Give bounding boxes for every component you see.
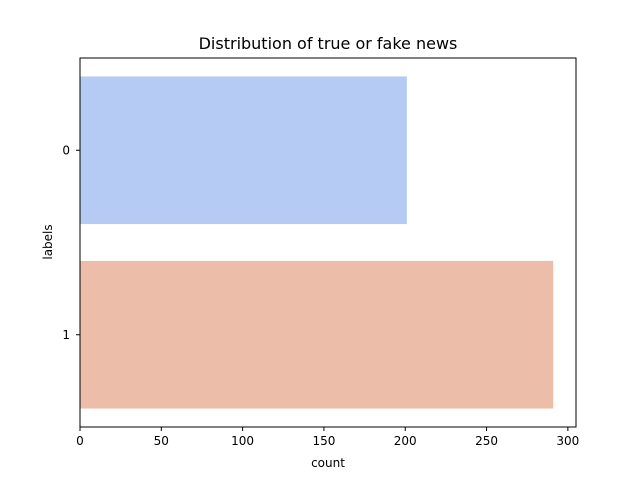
chart-title: Distribution of true or fake news xyxy=(199,34,458,53)
bar-0 xyxy=(80,76,407,225)
y-axis-label: labels xyxy=(41,224,55,259)
x-tick-label: 300 xyxy=(556,434,579,448)
plot-frame xyxy=(79,57,577,428)
x-tick-label: 0 xyxy=(76,434,84,448)
x-tick-label: 50 xyxy=(154,434,169,448)
y-tick-label: 0 xyxy=(62,143,70,157)
y-tick-label: 1 xyxy=(62,328,70,342)
x-tick-label: 150 xyxy=(312,434,335,448)
bars xyxy=(80,76,554,409)
bar-1 xyxy=(80,260,554,409)
x-tick-label: 100 xyxy=(231,434,254,448)
x-tick-label: 200 xyxy=(394,434,417,448)
y-axis-ticks: 01 xyxy=(62,143,80,342)
x-axis-ticks: 0 50 100 150 200 250 300 xyxy=(76,427,579,448)
x-tick-label: 250 xyxy=(475,434,498,448)
x-axis-label: count xyxy=(311,456,345,470)
